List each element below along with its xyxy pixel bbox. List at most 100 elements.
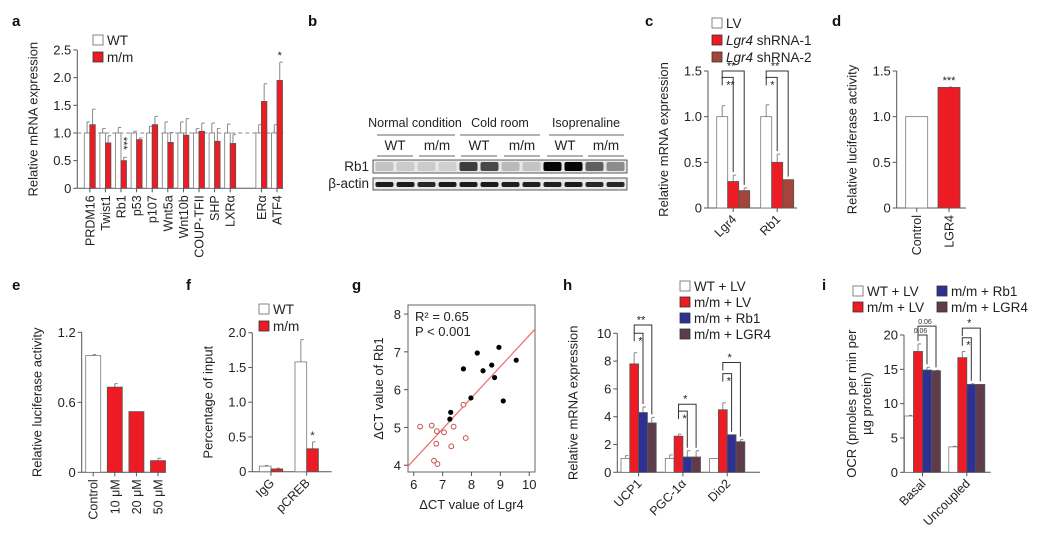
bar (120, 160, 127, 189)
y-tick-label: 2.0 (53, 70, 71, 85)
bar (931, 370, 941, 473)
x-tick-label: LXRα (224, 195, 238, 227)
bar (271, 132, 278, 189)
bar (85, 355, 102, 473)
legend-label: m/m + Rb1 (951, 284, 1017, 299)
data-point-filled (480, 368, 486, 374)
significance-label: *** (117, 137, 129, 151)
blot-band (585, 182, 604, 187)
legend-swatch (711, 51, 723, 63)
significance-label: * (727, 352, 732, 364)
significance-bracket (722, 373, 733, 432)
y-axis-title: ΔCT value of Rb1 (371, 337, 386, 439)
legend-label: WT (107, 33, 128, 48)
legend-swatch (92, 34, 104, 46)
x-tick-label: 7 (439, 477, 446, 492)
panel-label-h: h (563, 277, 572, 294)
blot-band (564, 182, 583, 187)
bar (306, 448, 319, 473)
x-tick-label: Uncoupled (921, 476, 973, 528)
blot-band (501, 182, 520, 187)
bar (208, 132, 216, 189)
bar (214, 140, 221, 189)
bar (255, 132, 262, 189)
bar (937, 87, 961, 209)
y-tick-label: 0 (239, 464, 246, 479)
chart-f: 0 0.5 1.0 1.5 2.0 Percentage of input IgGpCREB… (200, 302, 332, 515)
condition-label: Normal condition (368, 116, 462, 130)
legend-gene-name: Lgr4 (726, 50, 753, 65)
y-tick-label: 0 (883, 201, 890, 216)
significance-bracket (917, 325, 937, 368)
y-tick-label: 10 (597, 326, 611, 341)
chart-c: 0 0.5 1.0 1.5 Relative mRNA expression Lgr4 Rb… (656, 16, 812, 240)
significance-bracket (678, 403, 697, 448)
data-point-open (428, 422, 435, 429)
x-tick-label: SHP (208, 195, 222, 221)
data-point-filled (489, 362, 495, 368)
y-tick-label: 4 (604, 409, 611, 424)
x-axis-title: ΔCT value of Lgr4 (419, 497, 524, 512)
legend-swatch (679, 296, 691, 308)
significance-bracket (721, 70, 745, 185)
bar (130, 132, 138, 189)
significance-bracket (633, 324, 653, 415)
significance-label: ** (637, 314, 646, 326)
bar (673, 435, 684, 473)
genotype-label: m/m (509, 138, 535, 153)
significance-bracket (917, 334, 928, 365)
x-tick-label: 20 μM (130, 479, 144, 514)
x-tick-label: Control (87, 479, 101, 519)
y-axis-title: Relative mRNA expression (25, 42, 40, 197)
x-tick-label: IgG (253, 476, 277, 500)
significance-bracket (765, 76, 778, 152)
x-tick-label: PRDM16 (83, 195, 97, 246)
data-point-open (441, 429, 447, 436)
chart-d: 0 0.5 1.0 1.5 Relative luciferase activity Co… (845, 64, 966, 255)
data-point-filled (447, 416, 453, 422)
bar (782, 179, 795, 209)
data-point-filled (513, 357, 519, 363)
y-tick-label: 8 (394, 307, 401, 322)
blot-band (543, 182, 562, 187)
r-squared-annotation: R² = 0.65 (415, 309, 469, 324)
x-tick-label: COUP-TFII (193, 195, 207, 257)
y-tick-label: 1.0 (684, 109, 702, 124)
panel-label-a: a (12, 13, 21, 30)
bar (161, 132, 169, 189)
bar (709, 457, 719, 473)
bar (629, 363, 639, 473)
legend-swatch (711, 34, 723, 46)
blot-band (522, 162, 541, 171)
data-point-filled (491, 374, 498, 381)
blot-band (417, 182, 436, 187)
bar (193, 132, 200, 189)
y-tick-label: 10 (884, 396, 898, 411)
genotype-label: m/m (424, 138, 450, 153)
bar (294, 361, 308, 473)
y-tick-label: 1.0 (873, 109, 891, 124)
data-point-filled (460, 366, 467, 372)
bar (224, 132, 231, 189)
significance-label: * (966, 340, 971, 352)
data-point-open (434, 461, 441, 467)
bar (128, 411, 145, 473)
x-tick-label: LGR4 (943, 215, 957, 248)
blot-band (375, 182, 394, 187)
significance-bracket (722, 361, 741, 437)
blot-band (396, 182, 415, 187)
bar (270, 468, 284, 473)
significance-bracket (721, 76, 734, 173)
blot-band (396, 162, 415, 171)
y-tick-label: 1.0 (228, 395, 246, 410)
panel-label-d: d (832, 13, 841, 30)
bar (682, 456, 693, 473)
bar (106, 386, 123, 473)
y-tick-label: 0.6 (58, 395, 76, 410)
legend-label: WT + LV (694, 279, 746, 294)
legend-swatch (258, 303, 270, 315)
significance-label: * (727, 376, 732, 388)
bar (691, 456, 701, 473)
bar (957, 357, 968, 473)
bar (182, 134, 190, 189)
